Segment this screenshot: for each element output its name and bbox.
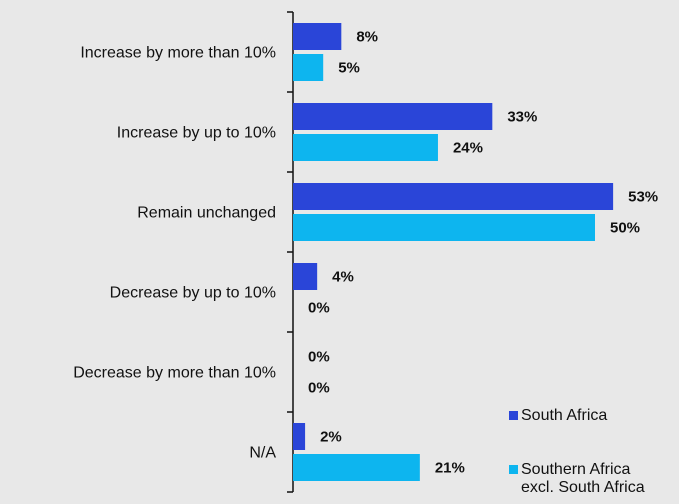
category-label: Remain unchanged: [137, 205, 276, 222]
data-label: 24%: [453, 140, 483, 157]
bar-southern-africa-excl: [293, 454, 420, 481]
legend-swatch: [509, 411, 518, 420]
bar-south-africa: [293, 23, 342, 50]
legend-swatch: [509, 465, 518, 474]
bar-southern-africa-excl: [293, 214, 595, 241]
data-label: 53%: [628, 189, 658, 206]
bar-southern-africa-excl: [293, 54, 324, 81]
bar-south-africa: [293, 183, 614, 210]
data-label: 5%: [338, 60, 360, 77]
data-label: 2%: [320, 429, 342, 446]
bar-southern-africa-excl: [293, 134, 438, 161]
data-label: 0%: [308, 349, 330, 366]
labels-layer: Increase by more than 10% Increase by up …: [73, 29, 658, 477]
category-label: Increase by more than 10%: [80, 45, 276, 62]
data-label: 8%: [356, 29, 378, 46]
category-label: Increase by up to 10%: [117, 125, 276, 142]
category-label: Decrease by up to 10%: [110, 285, 276, 302]
data-label: 50%: [610, 220, 640, 237]
axis-layer: [287, 11, 294, 493]
legend: South Africa Southern Africa excl. South A…: [509, 407, 645, 496]
bar-south-africa: [293, 423, 306, 450]
data-label: 0%: [308, 300, 330, 317]
bars-layer: [293, 23, 614, 481]
bar-south-africa: [293, 263, 318, 290]
category-label: Decrease by more than 10%: [73, 365, 276, 382]
data-label: 4%: [332, 269, 354, 286]
legend-label: Southern Africa excl. South Africa: [521, 461, 645, 496]
legend-label: South Africa: [521, 407, 607, 424]
category-label: N/A: [249, 445, 276, 462]
bar-south-africa: [293, 103, 493, 130]
data-label: 0%: [308, 380, 330, 397]
data-label: 21%: [435, 460, 465, 477]
data-label: 33%: [507, 109, 537, 126]
